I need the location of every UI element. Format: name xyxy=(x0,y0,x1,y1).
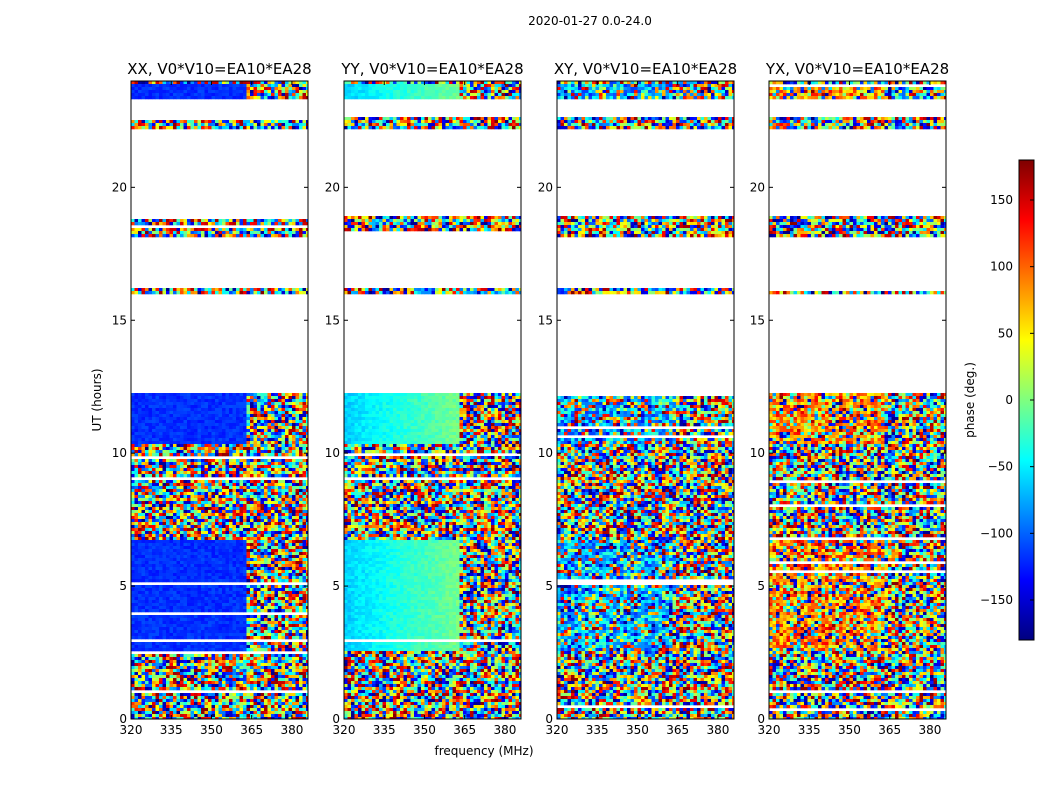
x-tick-label: 320 xyxy=(546,723,569,737)
panel-yx: YX, V0*V10=EA10*EA28 320 335 350 365 380 0 5 10 1… xyxy=(750,60,949,737)
panel-title: XX, V0*V10=EA10*EA28 xyxy=(127,60,311,78)
colorbar-tick-label: −150 xyxy=(980,593,1013,607)
x-axis-label: frequency (MHz) xyxy=(434,744,533,758)
y-tick-label: 15 xyxy=(325,313,340,327)
colorbar: −150 −100 −50 0 50 100 150 phase (deg.) xyxy=(963,159,1035,641)
y-tick-label: 5 xyxy=(545,579,553,593)
y-tick-label: 10 xyxy=(538,446,553,460)
x-tick-label: 380 xyxy=(706,723,729,737)
y-tick-label: 10 xyxy=(325,446,340,460)
y-tick-label: 0 xyxy=(332,712,340,726)
panel-frame xyxy=(556,80,735,720)
colorbar-tick-label: 0 xyxy=(1005,393,1013,407)
x-tick-label: 380 xyxy=(493,723,516,737)
x-tick-label: 335 xyxy=(373,723,396,737)
x-tick-label: 335 xyxy=(160,723,183,737)
x-tick-label: 380 xyxy=(280,723,303,737)
y-axis-label: UT (hours) xyxy=(90,368,104,431)
x-tick-label: 365 xyxy=(453,723,476,737)
x-tick-label: 365 xyxy=(240,723,263,737)
panel-title: YX, V0*V10=EA10*EA28 xyxy=(765,60,949,78)
panel-title: XY, V0*V10=EA10*EA28 xyxy=(554,60,737,78)
panel-xy: XY, V0*V10=EA10*EA28 320 335 350 365 380 0 5 10 1… xyxy=(538,60,737,737)
x-tick-label: 380 xyxy=(918,723,941,737)
x-tick-label: 365 xyxy=(878,723,901,737)
y-tick-label: 10 xyxy=(750,446,765,460)
panel-title: YY, V0*V10=EA10*EA28 xyxy=(340,60,523,78)
x-tick-label: 335 xyxy=(586,723,609,737)
y-tick-label: 15 xyxy=(538,313,553,327)
colorbar-label: phase (deg.) xyxy=(963,362,977,438)
x-tick-label: 350 xyxy=(413,723,436,737)
y-tick-label: 20 xyxy=(325,180,340,194)
phase-heatmap xyxy=(344,81,521,719)
x-tick-label: 320 xyxy=(120,723,143,737)
colorbar-tick-label: 150 xyxy=(990,193,1013,207)
x-tick-label: 335 xyxy=(798,723,821,737)
colorbar-tick-label: −100 xyxy=(980,526,1013,540)
colorbar-tick-label: −50 xyxy=(988,460,1013,474)
y-tick-label: 15 xyxy=(112,313,127,327)
y-tick-label: 15 xyxy=(750,313,765,327)
panel-frame xyxy=(768,80,947,720)
y-tick-label: 5 xyxy=(757,579,765,593)
phase-heatmap xyxy=(769,81,946,719)
y-tick-label: 0 xyxy=(757,712,765,726)
y-tick-label: 5 xyxy=(119,579,127,593)
y-tick-label: 20 xyxy=(750,180,765,194)
colorbar-tick-label: 100 xyxy=(990,260,1013,274)
panel-yy: YY, V0*V10=EA10*EA28 320 335 350 365 380 0 5 10 1… xyxy=(325,60,524,737)
panel-frame xyxy=(130,80,309,720)
y-tick-label: 0 xyxy=(545,712,553,726)
x-tick-label: 350 xyxy=(626,723,649,737)
x-tick-label: 365 xyxy=(666,723,689,737)
y-tick-label: 20 xyxy=(112,180,127,194)
y-tick-label: 20 xyxy=(538,180,553,194)
y-tick-label: 10 xyxy=(112,446,127,460)
y-tick-label: 0 xyxy=(119,712,127,726)
colorbar-tick-label: 50 xyxy=(998,326,1013,340)
panel-xx: XX, V0*V10=EA10*EA28 320 335 350 365 380 0 5 10 1… xyxy=(112,60,312,737)
panel-frame xyxy=(343,80,522,720)
phase-heatmap xyxy=(131,81,308,719)
x-tick-label: 350 xyxy=(200,723,223,737)
x-tick-label: 320 xyxy=(333,723,356,737)
figure-title: 2020-01-27 0.0-24.0 xyxy=(0,14,1050,28)
y-tick-label: 5 xyxy=(332,579,340,593)
phase-heatmap xyxy=(557,81,734,719)
x-tick-label: 320 xyxy=(758,723,781,737)
x-tick-label: 350 xyxy=(838,723,861,737)
